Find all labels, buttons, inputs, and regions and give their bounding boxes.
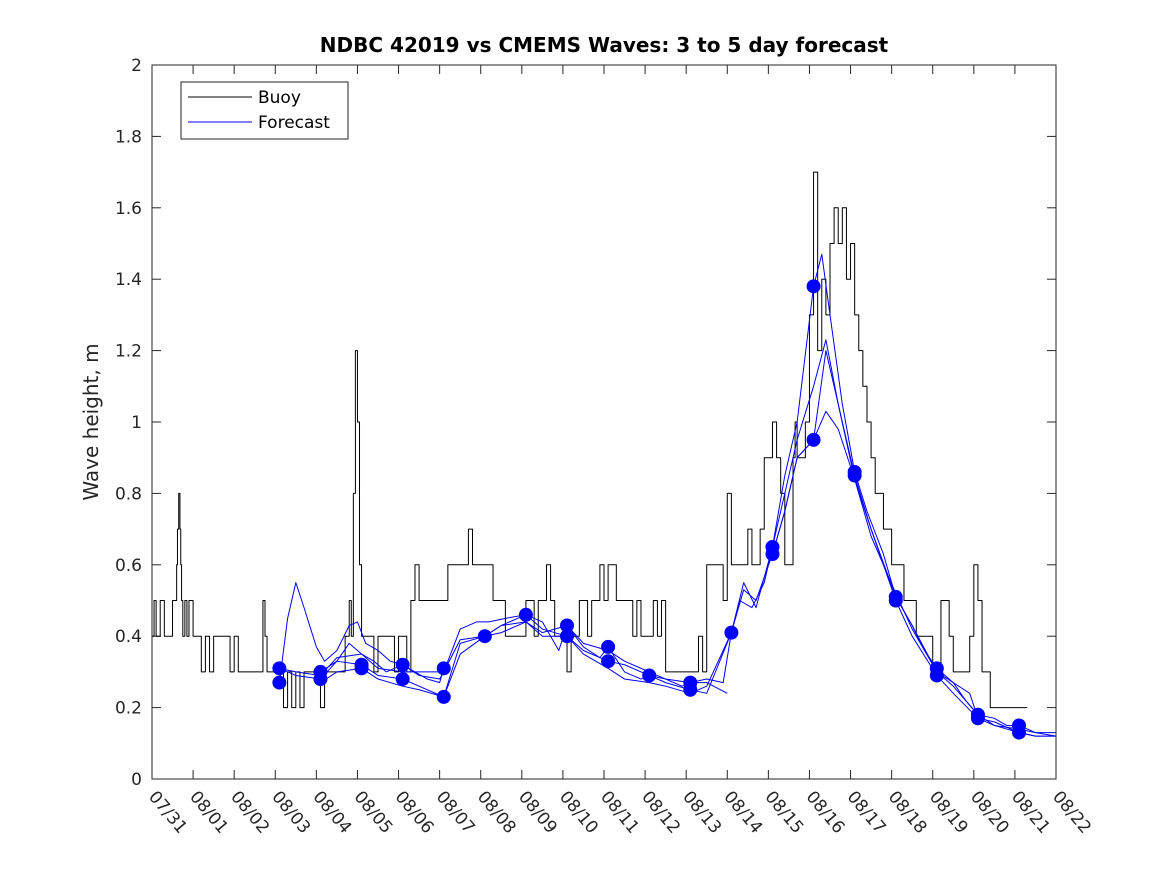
forecast-point xyxy=(395,672,410,687)
forecast-point xyxy=(272,661,287,676)
forecast-point xyxy=(888,593,903,608)
y-tick-label: 1.4 xyxy=(115,270,142,290)
forecast-point xyxy=(642,668,657,683)
y-tick-label: 2 xyxy=(131,56,142,76)
legend-buoy-label: Buoy xyxy=(258,88,301,108)
forecast-point xyxy=(436,661,451,676)
forecast-point xyxy=(806,279,821,294)
forecast-point xyxy=(929,668,944,683)
y-tick-label: 0 xyxy=(131,770,142,790)
forecast-point xyxy=(970,711,985,726)
y-axis-label: Wave height, m xyxy=(79,343,103,500)
y-tick-label: 1.8 xyxy=(115,127,142,147)
forecast-point xyxy=(560,629,575,644)
forecast-line-1 xyxy=(278,582,445,684)
forecast-point xyxy=(436,689,451,704)
forecast-point xyxy=(601,639,616,654)
chart-title: NDBC 42019 vs CMEMS Waves: 3 to 5 day fo… xyxy=(320,33,889,57)
forecast-line-3 xyxy=(279,350,1056,737)
y-tick-label: 1.2 xyxy=(115,342,142,362)
forecast-line-4 xyxy=(320,339,1056,734)
legend-forecast-label: Forecast xyxy=(258,113,330,133)
forecast-point xyxy=(1012,725,1027,740)
legend-box xyxy=(180,81,349,140)
forecast-point xyxy=(518,607,533,622)
forecast-point xyxy=(683,682,698,697)
forecast-markers xyxy=(272,279,1027,740)
forecast-point xyxy=(354,661,369,676)
y-tick-label: 0.6 xyxy=(115,556,142,576)
forecast-point xyxy=(313,672,328,687)
forecast-point xyxy=(601,654,616,669)
y-tick-label: 1.6 xyxy=(115,199,142,219)
forecast-point xyxy=(724,625,739,640)
buoy-line xyxy=(152,171,1028,709)
y-tick-label: 0.2 xyxy=(115,699,142,719)
forecast-point xyxy=(395,657,410,672)
y-tick-labels: 0 0.2 0.4 0.6 0.8 1 1.2 1.4 1.6 1.8 2 xyxy=(115,56,142,790)
forecast-point xyxy=(847,468,862,483)
axis-ticks xyxy=(151,64,1057,780)
y-tick-label: 0.8 xyxy=(115,484,142,504)
legend: Buoy Forecast xyxy=(180,81,349,140)
y-tick-label: 0.4 xyxy=(115,627,142,647)
forecast-point xyxy=(272,675,287,690)
forecast-point xyxy=(765,547,780,562)
plot-frame xyxy=(151,64,1057,780)
forecast-point xyxy=(806,432,821,447)
y-tick-label: 1 xyxy=(131,413,142,433)
forecast-point xyxy=(477,629,492,644)
